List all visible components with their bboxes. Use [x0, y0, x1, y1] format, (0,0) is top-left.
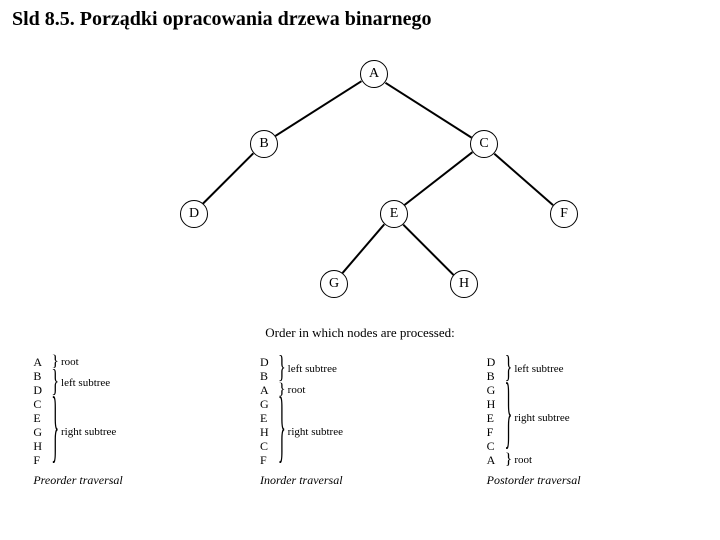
brace-label: right subtree: [514, 412, 569, 424]
processing-caption: Order in which nodes are processed:: [0, 325, 720, 341]
binary-tree-diagram: A B C D E F G H: [120, 50, 600, 310]
brace-label: right subtree: [61, 426, 116, 438]
page-title: Sld 8.5. Porządki opracowania drzewa bin…: [12, 8, 431, 31]
traversal-name: Inorder traversal: [260, 473, 343, 488]
brace-group: }right subtree: [505, 383, 570, 453]
tree-node-b: B: [250, 130, 278, 158]
traversal-column: ABDCEGHF}root}left subtree}right subtree…: [33, 355, 233, 487]
tree-node-d: D: [180, 200, 208, 228]
brace-label: left subtree: [288, 363, 337, 375]
brace-label: left subtree: [514, 363, 563, 375]
tree-node-f: F: [550, 200, 578, 228]
tree-edge: [275, 80, 362, 136]
brace-icon: }: [505, 378, 513, 458]
brace-icon: }: [505, 452, 513, 468]
tree-edge: [403, 224, 454, 275]
tree-edge: [203, 153, 254, 204]
tree-edge: [385, 82, 472, 138]
traversal-name: Postorder traversal: [487, 473, 581, 488]
tree-node-g: G: [320, 270, 348, 298]
brace-label: root: [288, 384, 306, 396]
traversal-column: DBGHEFCA}left subtree}right subtree}root…: [487, 355, 687, 487]
tree-node-a: A: [360, 60, 388, 88]
tree-node-c: C: [470, 130, 498, 158]
traversal-name: Preorder traversal: [33, 473, 122, 488]
brace-group: }left subtree: [51, 369, 110, 397]
traversal-column: DBAGEHCF}left subtree}root}right subtree…: [260, 355, 460, 487]
brace-label: right subtree: [288, 426, 343, 438]
tree-edge: [342, 224, 385, 274]
brace-group: }left subtree: [505, 355, 564, 383]
brace-label: root: [514, 454, 532, 466]
traversal-columns: ABDCEGHF}root}left subtree}right subtree…: [0, 355, 720, 487]
brace-label: root: [61, 356, 79, 368]
brace-group: }left subtree: [278, 355, 337, 383]
tree-node-h: H: [450, 270, 478, 298]
brace-group: }right subtree: [278, 397, 343, 467]
tree-edge: [494, 153, 554, 206]
brace-group: }right subtree: [51, 397, 116, 467]
tree-edge: [404, 151, 473, 205]
brace-icon: }: [278, 392, 286, 472]
tree-node-e: E: [380, 200, 408, 228]
brace-label: left subtree: [61, 377, 110, 389]
brace-icon: }: [51, 392, 59, 472]
brace-group: }root: [505, 453, 532, 467]
